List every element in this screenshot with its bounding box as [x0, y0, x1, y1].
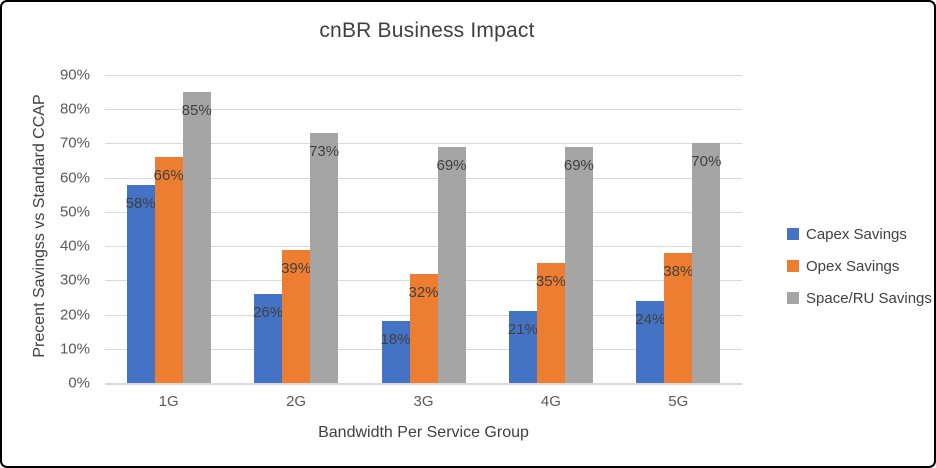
data-label: 35% — [535, 273, 566, 291]
bar-space-ru-savings-3g: 69% — [436, 146, 467, 383]
gridline — [105, 246, 742, 248]
bar-group-2g: 26% 39% 73% — [253, 75, 339, 383]
y-tick-label: 90% — [59, 66, 90, 84]
legend-swatch-icon — [787, 260, 799, 272]
x-tick-label-2g: 2G — [286, 393, 307, 410]
legend-item-capex-savings: Capex Savings — [787, 218, 932, 250]
y-tick-label: 30% — [59, 271, 90, 289]
legend-swatch-icon — [787, 292, 799, 304]
x-axis-title: Bandwidth Per Service Group — [318, 424, 529, 441]
data-label: 39% — [281, 259, 312, 277]
bar-opex-savings-4g: 35% — [536, 263, 566, 383]
x-tick-label-4g: 4G — [540, 393, 561, 410]
legend-swatch-icon — [787, 228, 799, 240]
data-label: 26% — [253, 304, 284, 322]
bar-space-ru-savings-5g: 70% — [691, 143, 721, 383]
data-label: 38% — [663, 262, 694, 280]
legend: Capex Savings Opex Savings Space/RU Saving… — [787, 218, 932, 314]
y-tick-label: 80% — [59, 100, 90, 118]
y-tick-label: 50% — [59, 203, 90, 221]
legend-label: Space/RU Savings — [806, 289, 932, 307]
data-label: 21% — [507, 321, 538, 339]
data-label: 73% — [309, 143, 340, 161]
x-axis-labels: 1G 2G 3G 4G 5G — [105, 393, 742, 413]
y-tick-label: 0% — [68, 374, 90, 392]
plot-area: 58% 66% 85% 26% 39% 73% 18% 32% 69% 21% 35% 69% 24% 3… — [105, 75, 742, 385]
bar-space-ru-savings-4g: 69% — [564, 146, 594, 383]
data-label: 69% — [436, 156, 467, 174]
bar-group-1g: 58% 66% 85% — [126, 75, 212, 383]
x-tick-label-5g: 5G — [668, 393, 689, 410]
bar-group-3g: 18% 32% 69% — [380, 75, 467, 383]
data-label: 70% — [691, 153, 722, 171]
y-tick-label: 70% — [59, 134, 90, 152]
bar-capex-savings-2g: 26% — [253, 294, 283, 383]
data-label: 18% — [380, 331, 411, 349]
bar-capex-savings-4g: 21% — [508, 311, 538, 383]
y-tick-label: 60% — [59, 169, 90, 187]
gridline — [105, 109, 742, 111]
bar-group-5g: 24% 38% 70% — [635, 75, 721, 383]
bar-opex-savings-1g: 66% — [154, 157, 184, 383]
y-axis-ticks: 0% 10% 20% 30% 40% 50% 60% 70% 80% 90% — [2, 67, 90, 392]
data-label: 32% — [408, 283, 439, 301]
bar-opex-savings-2g: 39% — [281, 249, 311, 383]
data-label: 69% — [563, 156, 594, 174]
bar-capex-savings-3g: 18% — [380, 321, 411, 383]
gridline — [105, 211, 742, 213]
bar-group-4g: 21% 35% 69% — [508, 75, 594, 383]
data-label: 58% — [125, 194, 156, 212]
bar-space-ru-savings-2g: 73% — [309, 133, 339, 383]
bar-space-ru-savings-1g: 85% — [182, 92, 212, 383]
legend-label: Opex Savings — [806, 257, 900, 275]
bar-opex-savings-3g: 32% — [408, 273, 439, 383]
chart-title: cnBR Business Impact — [319, 19, 535, 42]
legend-item-opex-savings: Opex Savings — [787, 250, 932, 282]
data-label: 66% — [153, 167, 184, 185]
bar-capex-savings-5g: 24% — [635, 300, 665, 383]
bar-opex-savings-5g: 38% — [663, 252, 693, 383]
gridline — [105, 177, 742, 179]
y-tick-label: 10% — [59, 340, 90, 358]
gridline — [105, 143, 742, 145]
legend-label: Capex Savings — [806, 225, 907, 243]
data-label: 24% — [635, 310, 666, 328]
legend-item-space-ru-savings: Space/RU Savings — [787, 282, 932, 314]
bar-capex-savings-1g: 58% — [126, 184, 156, 383]
y-tick-label: 20% — [59, 306, 90, 324]
x-tick-label-3g: 3G — [413, 393, 434, 410]
y-tick-label: 40% — [59, 237, 90, 255]
gridline — [105, 75, 742, 76]
x-tick-label-1g: 1G — [158, 393, 179, 410]
data-label: 85% — [181, 102, 212, 120]
